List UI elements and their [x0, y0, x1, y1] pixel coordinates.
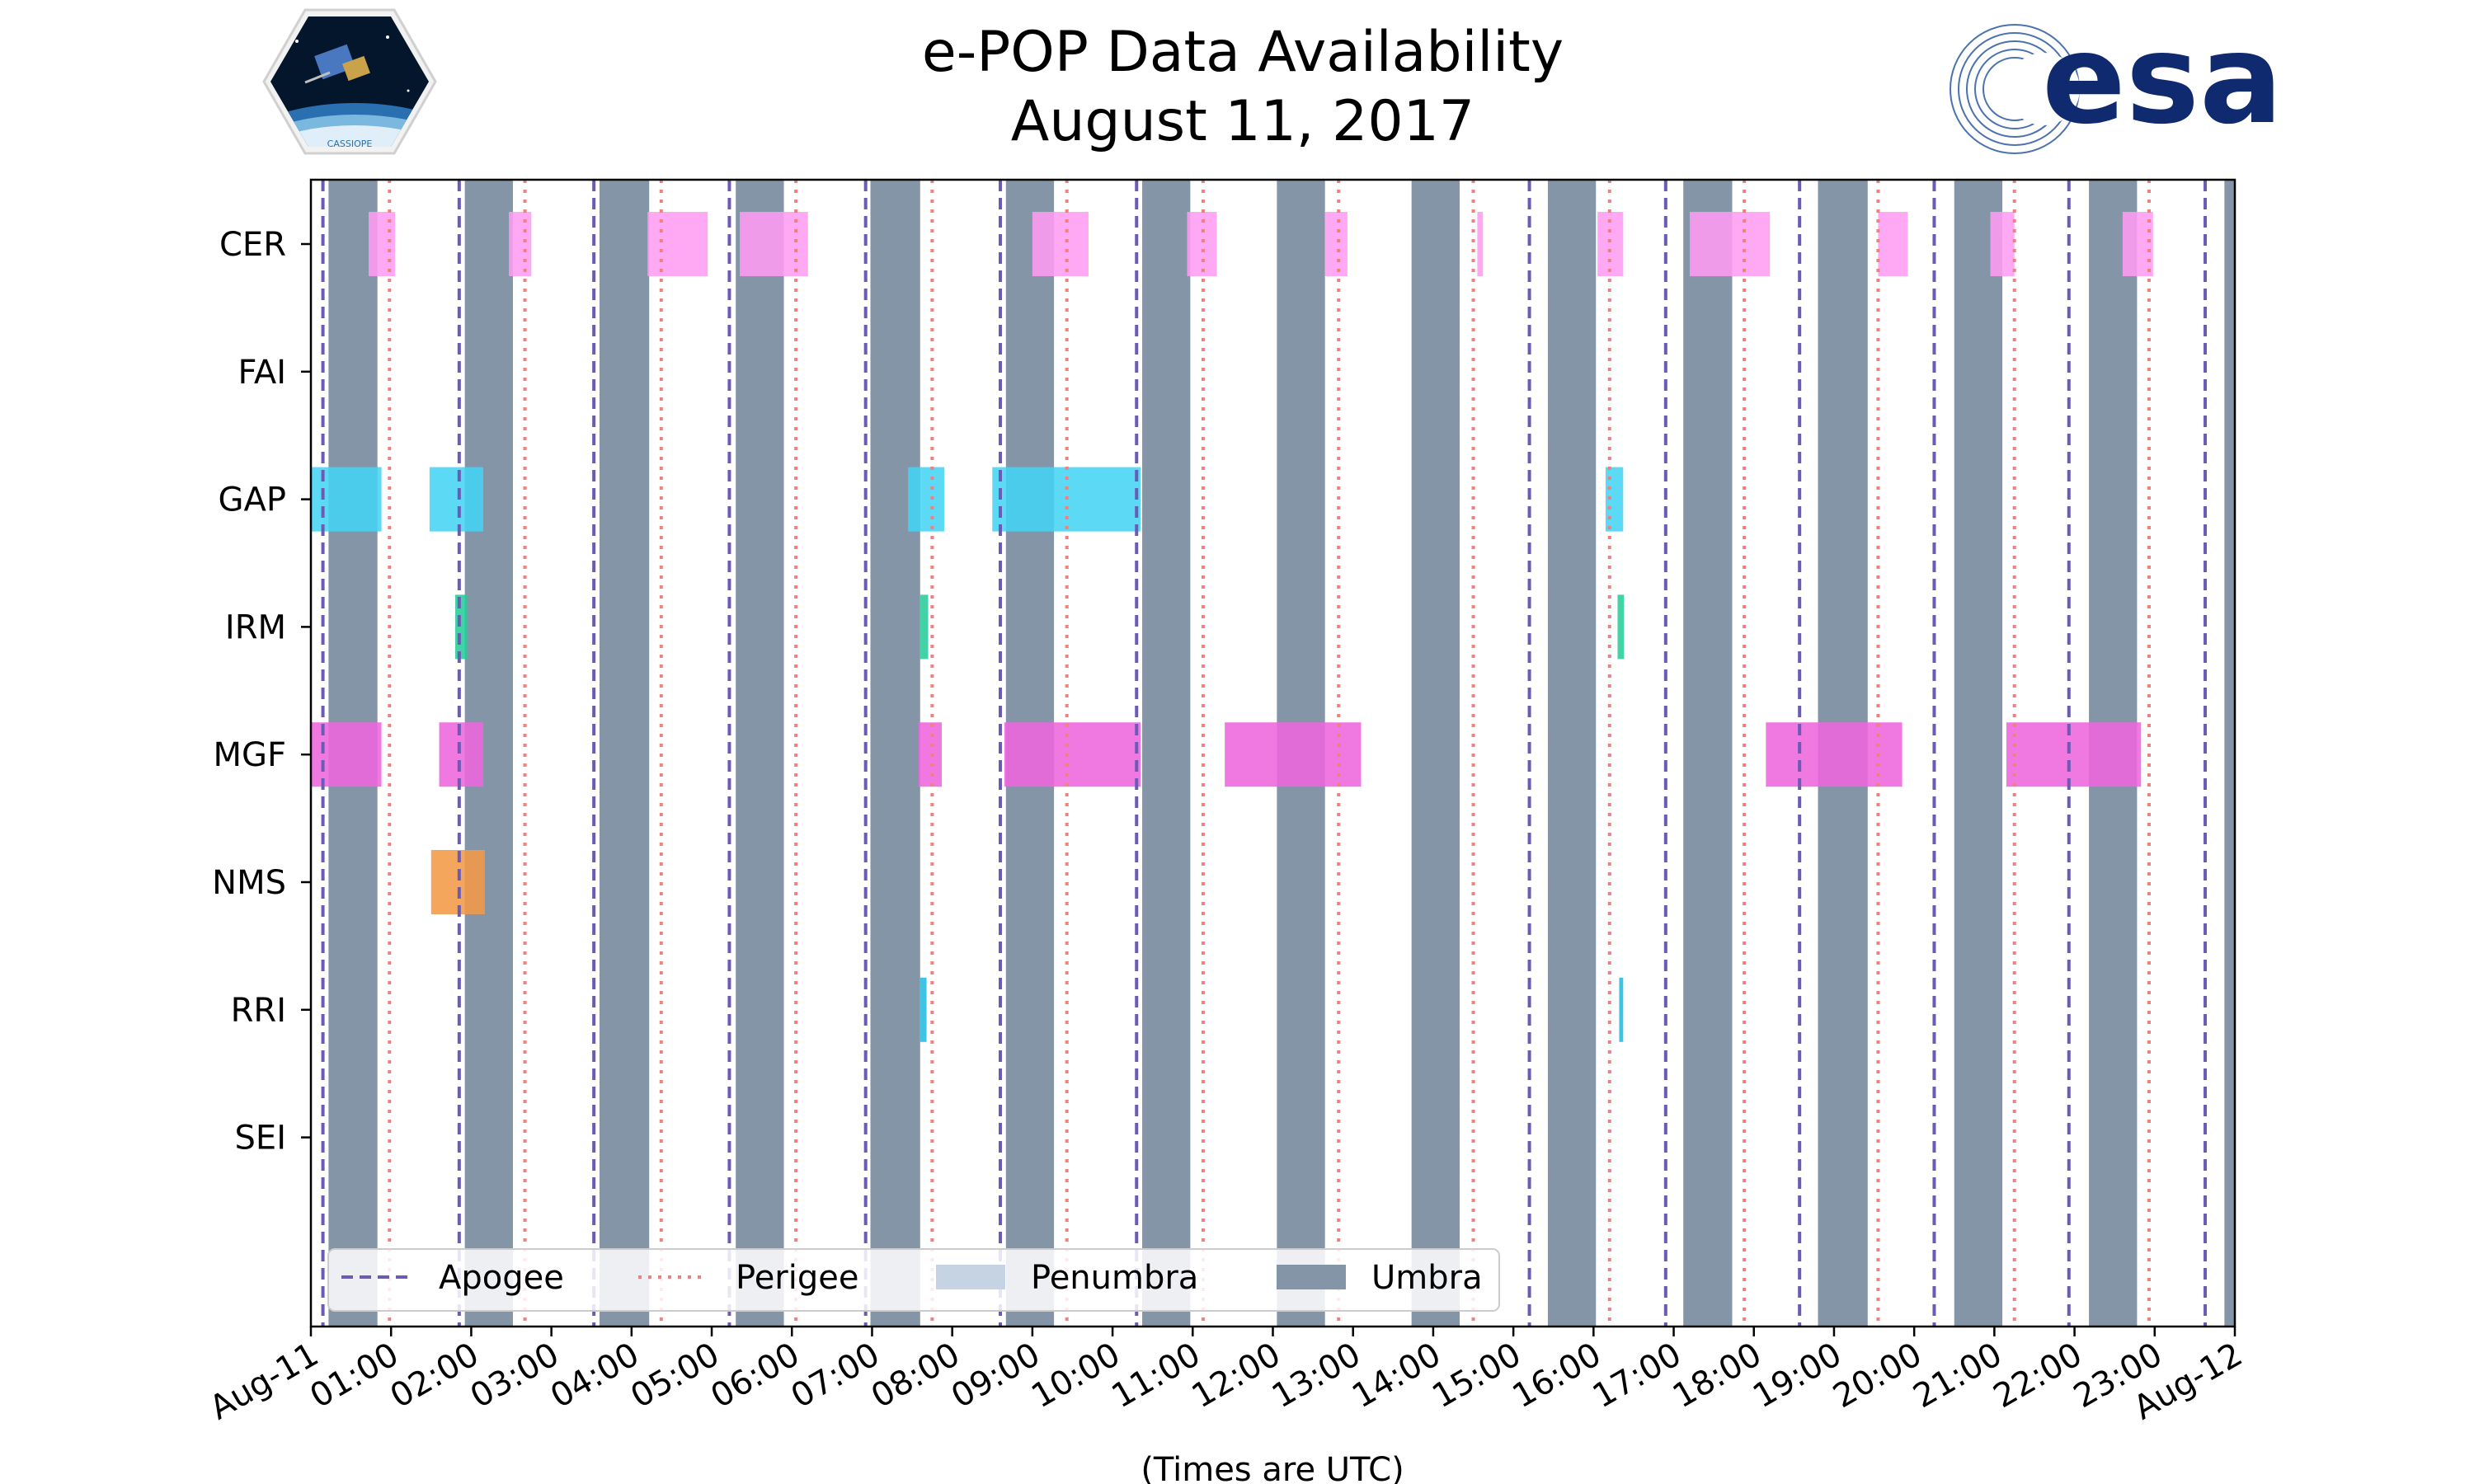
- legend-penumbra-swatch: [936, 1265, 1005, 1289]
- x-tick-label: 04:00: [544, 1336, 646, 1416]
- y-tick-label-rri: RRI: [231, 992, 286, 1030]
- umbra-band: [2224, 180, 2235, 1327]
- legend-apogee-label: Apogee: [439, 1259, 564, 1297]
- cassiope-logo-text: CASSIOPE: [327, 139, 373, 149]
- segment-cer: [509, 212, 532, 276]
- umbra-band: [1547, 180, 1597, 1327]
- umbra-band: [1954, 180, 2003, 1327]
- y-tick-label-irm: IRM: [225, 608, 286, 646]
- y-tick-label-cer: CER: [219, 226, 286, 264]
- segment-rri: [920, 977, 927, 1042]
- x-tick-label: 12:00: [1186, 1336, 1287, 1416]
- x-tick-label: 13:00: [1266, 1336, 1367, 1416]
- x-tick-label: 03:00: [464, 1336, 566, 1416]
- segment-mgf: [439, 722, 483, 787]
- umbra-band: [736, 180, 784, 1327]
- y-tick-label-nms: NMS: [212, 864, 286, 902]
- segment-cer: [1878, 212, 1908, 276]
- umbra-band: [1411, 180, 1460, 1327]
- x-tick-label: 20:00: [1827, 1336, 1928, 1416]
- x-tick-label: 09:00: [945, 1336, 1047, 1416]
- segment-cer: [1032, 212, 1089, 276]
- segment-gap: [908, 467, 944, 532]
- segment-mgf: [1004, 722, 1141, 787]
- x-tick-label: 02:00: [384, 1336, 486, 1416]
- chart-title: e-POP Data Availability: [922, 20, 1564, 85]
- legend-penumbra-label: Penumbra: [1031, 1259, 1198, 1297]
- x-tick-label: 16:00: [1506, 1336, 1607, 1416]
- segment-rri: [1619, 977, 1624, 1042]
- y-tick-label-fai: FAI: [238, 354, 287, 392]
- legend-perigee-label: Perigee: [736, 1259, 858, 1297]
- x-tick-label: 05:00: [624, 1336, 726, 1416]
- legend: Apogee Perigee Penumbra Umbra: [327, 1248, 1500, 1312]
- segment-mgf: [1766, 722, 1903, 787]
- esa-logo: esa: [1950, 8, 2283, 154]
- segment-irm: [454, 594, 468, 660]
- x-tick-label: 17:00: [1587, 1336, 1688, 1416]
- x-tick-label: 22:00: [1987, 1336, 2089, 1416]
- x-tick-label: 14:00: [1346, 1336, 1447, 1416]
- segment-cer: [1324, 212, 1348, 276]
- chart-subtitle: August 11, 2017: [1011, 89, 1475, 154]
- x-axis-label: (Times are UTC): [1141, 1451, 1404, 1484]
- segment-mgf: [2006, 722, 2142, 787]
- segment-cer: [740, 212, 808, 276]
- umbra-band: [599, 180, 650, 1327]
- x-tick-label: 10:00: [1025, 1336, 1126, 1416]
- x-tick-label: 06:00: [704, 1336, 806, 1416]
- legend-box: [327, 1248, 1500, 1312]
- segment-cer: [1689, 212, 1771, 276]
- segment-gap: [429, 467, 483, 532]
- legend-umbra-swatch: [1277, 1265, 1346, 1289]
- segment-irm: [920, 594, 929, 660]
- segment-cer: [1990, 212, 2015, 276]
- y-tick-label-mgf: MGF: [213, 736, 286, 774]
- x-tick-label: 11:00: [1105, 1336, 1206, 1416]
- segment-cer: [647, 212, 708, 276]
- x-tick-label: 21:00: [1907, 1336, 2009, 1416]
- x-tick-label: 07:00: [785, 1336, 887, 1416]
- umbra-band: [1142, 180, 1191, 1327]
- segment-irm: [1617, 594, 1625, 660]
- x-tick-label: 15:00: [1426, 1336, 1527, 1416]
- segment-cer: [1477, 212, 1484, 276]
- y-tick-label-sei: SEI: [235, 1120, 286, 1158]
- segment-gap: [1605, 467, 1624, 532]
- umbra-band: [870, 180, 920, 1327]
- x-tick-label: 19:00: [1747, 1336, 1848, 1416]
- segment-mgf: [1225, 722, 1362, 787]
- x-tick-label: 18:00: [1667, 1336, 1768, 1416]
- y-tick-label-gap: GAP: [219, 481, 286, 519]
- segment-mgf: [918, 722, 943, 787]
- esa-logo-text: esa: [2042, 8, 2283, 152]
- x-tick-label: 08:00: [865, 1336, 967, 1416]
- umbra-band: [1683, 180, 1733, 1327]
- legend-umbra-label: Umbra: [1371, 1259, 1483, 1297]
- x-tick-label: 01:00: [303, 1336, 405, 1416]
